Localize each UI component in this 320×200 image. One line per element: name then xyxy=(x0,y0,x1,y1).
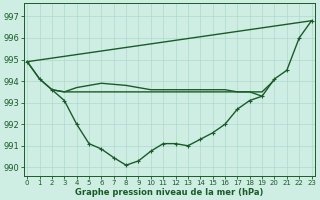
X-axis label: Graphe pression niveau de la mer (hPa): Graphe pression niveau de la mer (hPa) xyxy=(75,188,264,197)
